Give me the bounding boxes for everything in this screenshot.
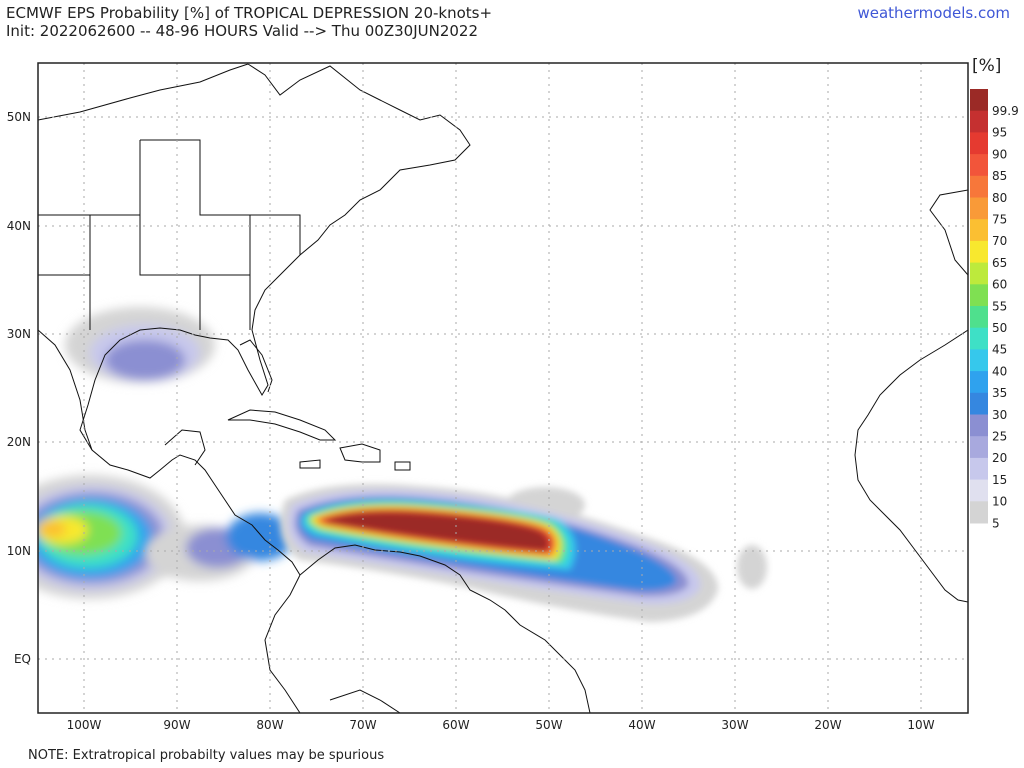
colorbar-swatch <box>970 501 988 524</box>
lat-label: 30N <box>7 327 31 341</box>
colorbar-level-label: 30 <box>992 408 1007 422</box>
colorbar-swatch <box>970 349 988 372</box>
map-border <box>37 62 969 714</box>
colorbar-swatch <box>970 262 988 285</box>
colorbar-swatch <box>970 197 988 220</box>
map-title: ECMWF EPS Probability [%] of TROPICAL DE… <box>6 4 493 22</box>
colorbar-swatch <box>970 284 988 307</box>
lat-label: 10N <box>7 544 31 558</box>
colorbar-level-label: 65 <box>992 256 1007 270</box>
lat-label: 40N <box>7 219 31 233</box>
colorbar-swatch <box>970 154 988 177</box>
colorbar-level-label: 60 <box>992 278 1007 292</box>
colorbar-level-label: 20 <box>992 451 1007 465</box>
graticule <box>38 63 968 713</box>
colorbar-swatch <box>970 479 988 502</box>
colorbar-level-label: 25 <box>992 430 1007 444</box>
lon-label: 70W <box>349 718 376 732</box>
lon-label: 100W <box>67 718 102 732</box>
lon-label: 20W <box>814 718 841 732</box>
colorbar-level-label: 40 <box>992 364 1007 378</box>
colorbar-level-label: 70 <box>992 234 1007 248</box>
colorbar-level-label: 5 <box>992 516 1000 530</box>
coastlines <box>38 63 968 713</box>
colorbar-level-label: 35 <box>992 386 1007 400</box>
colorbar-level-label: 55 <box>992 299 1007 313</box>
lon-label: 50W <box>535 718 562 732</box>
lon-label: 80W <box>256 718 283 732</box>
probability-map: 50N 40N 30N 20N 10N EQ 100W 90W 80W 70W … <box>7 56 1019 732</box>
colorbar-level-label: 95 <box>992 126 1007 140</box>
lon-label: 40W <box>628 718 655 732</box>
colorbar-swatch <box>970 132 988 155</box>
lon-label: 10W <box>907 718 934 732</box>
lat-label: EQ <box>14 652 31 666</box>
probability-shading <box>38 307 767 622</box>
colorbar-level-label: 50 <box>992 321 1007 335</box>
footer-note: NOTE: Extratropical probabilty values ma… <box>28 748 385 763</box>
brand-link[interactable]: weathermodels.com <box>857 4 1010 22</box>
colorbar-swatch <box>970 327 988 350</box>
colorbar-swatch <box>970 371 988 394</box>
colorbar-level-label: 75 <box>992 213 1007 227</box>
lat-label: 50N <box>7 110 31 124</box>
colorbar-level-label: 80 <box>992 191 1007 205</box>
colorbar-level-label: 85 <box>992 169 1007 183</box>
colorbar-swatch <box>970 175 988 198</box>
lon-label: 30W <box>721 718 748 732</box>
colorbar-swatch <box>970 436 988 459</box>
colorbar-swatch <box>970 219 988 242</box>
colorbar-level-label: 15 <box>992 473 1007 487</box>
colorbar-swatch <box>970 306 988 329</box>
lon-label: 90W <box>163 718 190 732</box>
map-subtitle-init-valid: Init: 2022062600 -- 48-96 HOURS Valid --… <box>6 22 478 40</box>
colorbar-swatch <box>970 89 988 112</box>
colorbar-swatch <box>970 240 988 264</box>
colorbar-level-label: 45 <box>992 343 1007 357</box>
colorbar-unit: [%] <box>972 56 1001 76</box>
latitude-labels: 50N 40N 30N 20N 10N EQ <box>7 110 31 666</box>
colorbar-swatch <box>970 392 988 415</box>
map-frame <box>38 63 968 713</box>
colorbar-swatch <box>970 414 988 437</box>
colorbar-level-label: 10 <box>992 495 1007 509</box>
lon-label: 60W <box>442 718 469 732</box>
longitude-labels: 100W 90W 80W 70W 60W 50W 40W 30W 20W 10W <box>67 718 935 732</box>
lat-label: 20N <box>7 435 31 449</box>
colorbar-swatch <box>970 110 988 133</box>
colorbar-level-label: 90 <box>992 147 1007 161</box>
colorbar-swatch <box>970 457 988 481</box>
colorbar-level-label: 99.9 <box>992 104 1019 118</box>
colorbar: 99.9 95 90 85 80 75 70 65 60 55 50 45 40 35 30 25 20 15 10… <box>970 89 1019 530</box>
